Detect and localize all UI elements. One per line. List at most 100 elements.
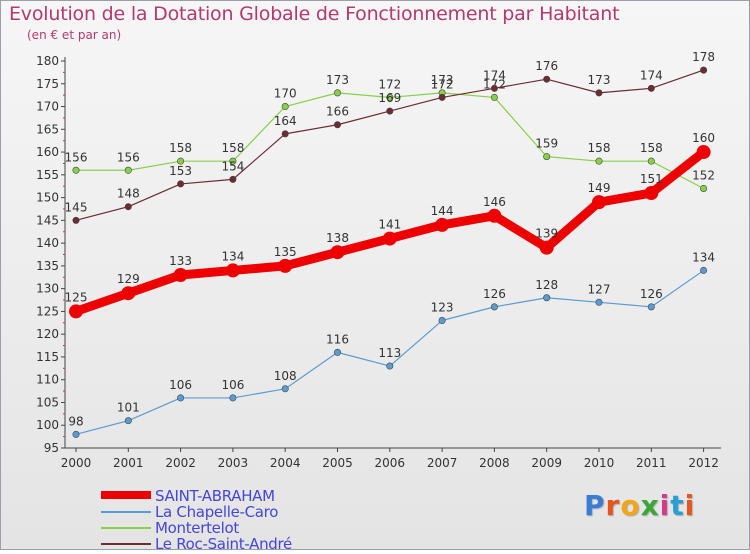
- data-label-saint-abraham: 144: [431, 204, 454, 218]
- data-point-la-chapelle-caro: [177, 394, 185, 402]
- y-tick-label: 100: [36, 418, 59, 432]
- y-tick-label: 155: [36, 168, 59, 182]
- data-point-la-chapelle-caro: [229, 394, 237, 402]
- data-point-la-chapelle-caro: [700, 266, 708, 274]
- y-tick-label: 105: [36, 395, 59, 409]
- y-tick-label: 140: [36, 236, 59, 250]
- data-label-la-chapelle-caro: 98: [68, 414, 83, 428]
- x-tick-label: 2010: [584, 456, 615, 470]
- data-label-saint-abraham: 151: [640, 172, 663, 186]
- data-point-montertelot: [490, 93, 498, 101]
- data-point-la-chapelle-caro: [647, 303, 655, 311]
- data-point-la-chapelle-caro: [386, 362, 394, 370]
- data-point-le-roc-saint-andr: [595, 89, 603, 97]
- data-label-le-roc-saint-andr: 148: [117, 187, 140, 201]
- data-point-la-chapelle-caro: [543, 294, 551, 302]
- data-label-le-roc-saint-andr: 172: [431, 77, 454, 91]
- data-label-montertelot: 172: [378, 77, 401, 91]
- x-tick-label: 2006: [375, 456, 406, 470]
- data-point-montertelot: [386, 93, 394, 101]
- data-label-montertelot: 170: [274, 87, 297, 101]
- data-label-le-roc-saint-andr: 153: [169, 164, 192, 178]
- data-label-la-chapelle-caro: 106: [221, 378, 244, 392]
- data-point-le-roc-saint-andr: [386, 107, 394, 115]
- y-tick-label: 180: [36, 54, 59, 68]
- data-label-montertelot: 158: [588, 141, 611, 155]
- data-point-le-roc-saint-andr: [229, 175, 237, 183]
- chart-title: Evolution de la Dotation Globale de Fonc…: [9, 3, 620, 25]
- y-tick-label: 120: [36, 327, 59, 341]
- data-point-montertelot: [124, 166, 132, 174]
- data-label-montertelot: 173: [326, 73, 349, 87]
- data-point-saint-abraham: [644, 186, 659, 201]
- data-point-saint-abraham: [435, 217, 450, 232]
- data-label-le-roc-saint-andr: 145: [65, 200, 88, 214]
- y-tick-label: 95: [44, 441, 59, 455]
- data-point-montertelot: [177, 157, 185, 165]
- data-point-le-roc-saint-andr: [647, 84, 655, 92]
- data-label-saint-abraham: 146: [483, 195, 506, 209]
- data-label-la-chapelle-caro: 126: [640, 287, 663, 301]
- x-tick-label: 2001: [113, 456, 144, 470]
- data-point-le-roc-saint-andr: [177, 180, 185, 188]
- data-label-saint-abraham: 141: [378, 218, 401, 232]
- data-label-montertelot: 173: [431, 73, 454, 87]
- legend-swatch: [101, 543, 151, 545]
- data-label-montertelot: 152: [692, 168, 715, 182]
- chart-subtitle: (en € et par an): [27, 28, 122, 42]
- data-point-saint-abraham: [278, 258, 293, 273]
- data-label-saint-abraham: 160: [692, 131, 715, 145]
- legend-label: La Chapelle-Caro: [155, 503, 279, 521]
- data-label-saint-abraham: 133: [169, 254, 192, 268]
- data-point-le-roc-saint-andr: [281, 130, 289, 138]
- data-point-saint-abraham: [225, 263, 240, 278]
- data-point-le-roc-saint-andr: [124, 203, 132, 211]
- data-point-la-chapelle-caro: [333, 348, 341, 356]
- y-tick-label: 115: [36, 350, 59, 364]
- data-label-saint-abraham: 134: [221, 249, 244, 263]
- data-label-la-chapelle-caro: 123: [431, 301, 454, 315]
- y-tick-label: 170: [36, 100, 59, 114]
- x-tick-label: 2007: [427, 456, 458, 470]
- data-label-la-chapelle-caro: 113: [378, 346, 401, 360]
- y-tick-label: 165: [36, 122, 59, 136]
- legend-label: Montertelot: [155, 519, 239, 537]
- x-tick-label: 2008: [479, 456, 510, 470]
- data-point-la-chapelle-caro: [124, 417, 132, 425]
- data-label-montertelot: 156: [65, 150, 88, 164]
- y-tick-label: 150: [36, 191, 59, 205]
- data-point-le-roc-saint-andr: [72, 216, 80, 224]
- data-label-la-chapelle-caro: 127: [588, 282, 611, 296]
- data-label-montertelot: 158: [169, 141, 192, 155]
- data-label-le-roc-saint-andr: 173: [588, 73, 611, 87]
- data-point-le-roc-saint-andr: [543, 75, 551, 83]
- data-label-saint-abraham: 139: [535, 227, 558, 241]
- x-tick-label: 2005: [322, 456, 353, 470]
- data-point-saint-abraham: [330, 245, 345, 260]
- legend-swatch: [101, 527, 151, 529]
- data-point-le-roc-saint-andr: [438, 93, 446, 101]
- legend-swatch: [101, 491, 151, 499]
- data-label-la-chapelle-caro: 108: [274, 369, 297, 383]
- data-label-la-chapelle-caro: 134: [692, 250, 715, 264]
- data-label-la-chapelle-caro: 126: [483, 287, 506, 301]
- data-point-saint-abraham: [539, 240, 554, 255]
- legend-label: Le Roc-Saint-André: [155, 535, 292, 553]
- data-point-la-chapelle-caro: [281, 385, 289, 393]
- data-point-le-roc-saint-andr: [490, 84, 498, 92]
- data-point-saint-abraham: [173, 267, 188, 282]
- data-label-montertelot: 159: [535, 137, 558, 151]
- data-label-le-roc-saint-andr: 174: [483, 68, 506, 82]
- data-point-le-roc-saint-andr: [333, 121, 341, 129]
- x-tick-label: 2012: [688, 456, 719, 470]
- data-label-montertelot: 158: [221, 141, 244, 155]
- data-label-saint-abraham: 125: [65, 290, 88, 304]
- data-label-la-chapelle-caro: 128: [535, 278, 558, 292]
- data-point-saint-abraham: [121, 286, 136, 301]
- data-label-le-roc-saint-andr: 166: [326, 105, 349, 119]
- x-tick-label: 2002: [165, 456, 196, 470]
- data-label-saint-abraham: 129: [117, 272, 140, 286]
- data-label-saint-abraham: 149: [588, 181, 611, 195]
- data-point-saint-abraham: [592, 195, 606, 210]
